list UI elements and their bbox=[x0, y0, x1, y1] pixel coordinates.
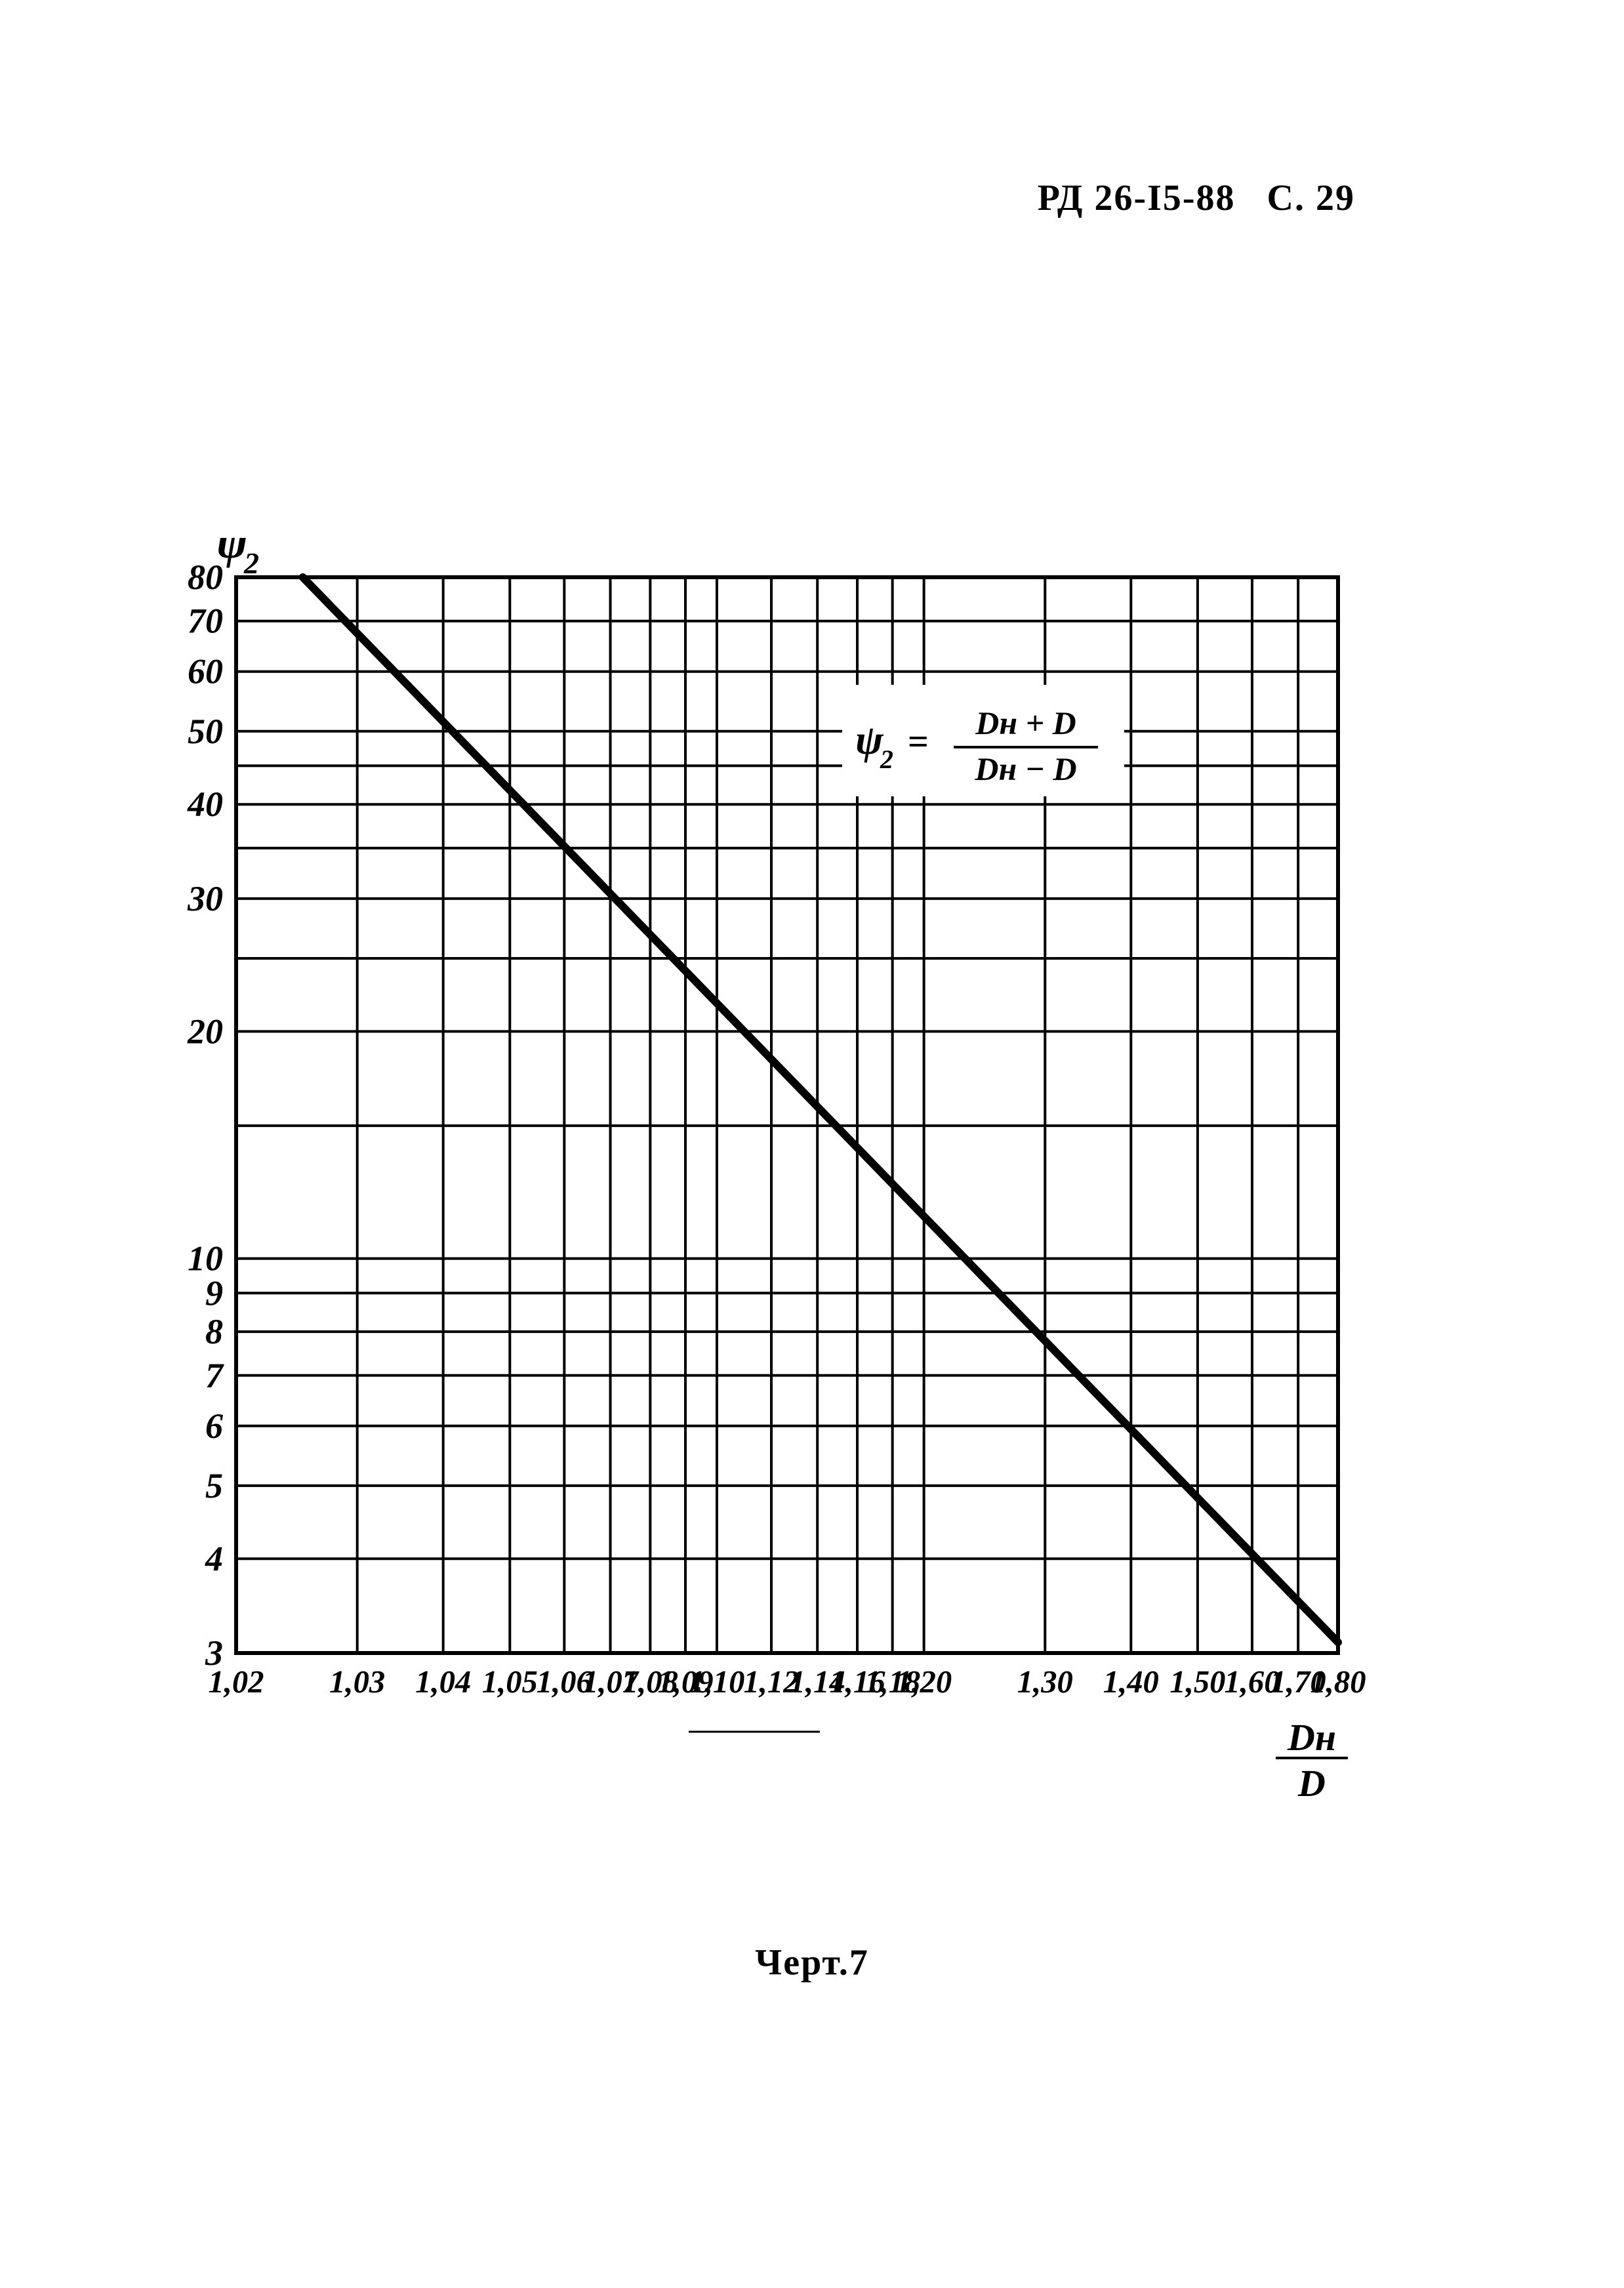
svg-text:D: D bbox=[1297, 1762, 1326, 1805]
svg-text:8: 8 bbox=[205, 1312, 223, 1351]
svg-text:2: 2 bbox=[880, 745, 893, 774]
svg-text:6: 6 bbox=[205, 1406, 223, 1446]
svg-text:30: 30 bbox=[187, 879, 223, 918]
svg-text:1,50: 1,50 bbox=[1169, 1664, 1225, 1700]
svg-text:1,20: 1,20 bbox=[896, 1664, 952, 1700]
svg-text:1,40: 1,40 bbox=[1103, 1664, 1159, 1700]
svg-text:2: 2 bbox=[243, 546, 259, 580]
figure-caption-text: Черт.7 bbox=[755, 1942, 869, 1983]
svg-text:1,02: 1,02 bbox=[208, 1664, 264, 1700]
svg-text:1,03: 1,03 bbox=[329, 1664, 385, 1700]
svg-text:60: 60 bbox=[188, 652, 223, 691]
svg-text:5: 5 bbox=[205, 1466, 223, 1505]
svg-text:Dн: Dн bbox=[1287, 1716, 1336, 1759]
svg-text:1,80: 1,80 bbox=[1310, 1664, 1366, 1700]
page-header: РД 26-I5-88 С. 29 bbox=[1038, 177, 1355, 219]
svg-text:1,30: 1,30 bbox=[1017, 1664, 1073, 1700]
svg-text:=: = bbox=[908, 722, 929, 762]
svg-text:50: 50 bbox=[188, 712, 223, 751]
chart: 345678910203040506070801,021,031,041,051… bbox=[131, 538, 1377, 1817]
figure-caption: Черт.7 bbox=[0, 1942, 1624, 1984]
svg-text:7: 7 bbox=[205, 1356, 224, 1395]
svg-text:1,04: 1,04 bbox=[415, 1664, 471, 1700]
page-number: С. 29 bbox=[1267, 178, 1355, 218]
svg-text:1,10: 1,10 bbox=[689, 1664, 744, 1700]
svg-text:4: 4 bbox=[205, 1539, 223, 1578]
svg-text:10: 10 bbox=[188, 1239, 223, 1278]
svg-text:40: 40 bbox=[187, 785, 223, 824]
doc-number: РД 26-I5-88 bbox=[1038, 178, 1236, 218]
svg-text:1,05: 1,05 bbox=[482, 1664, 538, 1700]
svg-text:Dн − D: Dн − D bbox=[974, 750, 1076, 787]
svg-text:20: 20 bbox=[187, 1011, 223, 1051]
svg-text:Dн + D: Dн + D bbox=[975, 705, 1076, 741]
svg-text:70: 70 bbox=[188, 602, 223, 641]
svg-text:9: 9 bbox=[205, 1273, 223, 1313]
